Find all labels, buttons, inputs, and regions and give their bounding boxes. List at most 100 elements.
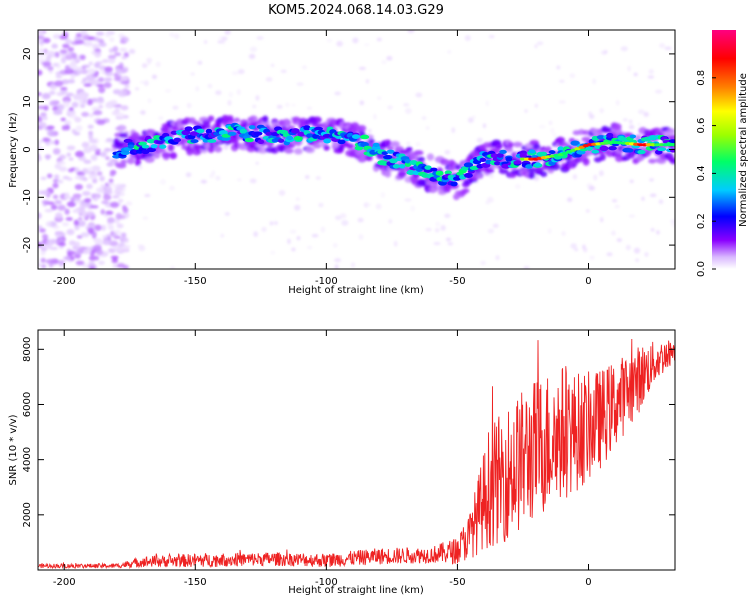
spectrogram-ridge-core (386, 149, 395, 154)
spectrogram-noise-blob (60, 56, 67, 64)
spectrogram-noise-blob (280, 69, 287, 73)
spectrogram-noise-blob (365, 202, 372, 207)
spectrogram-y-tick-label: -20 (22, 237, 33, 253)
spectrogram-noise-blob (523, 266, 528, 269)
spectrogram-noise-blob (74, 36, 81, 41)
spectrogram-noise-blob (334, 258, 342, 263)
spectrogram-noise-blob (85, 74, 95, 81)
spectrogram-noise-blob (377, 96, 382, 100)
spectrogram-noise-blob (476, 137, 483, 143)
snr-plot-area (38, 330, 675, 570)
spectrogram-noise-blob (40, 250, 46, 256)
spectrogram-noise-blob (53, 174, 60, 180)
spectrogram-noise-blob (95, 31, 105, 36)
spectrogram-ridge-core (383, 154, 393, 160)
spectrogram-ridge-halo (462, 188, 470, 194)
spectrogram-noise-blob (70, 196, 76, 203)
spectrogram-noise-blob (556, 65, 561, 70)
spectrogram-noise-blob (306, 245, 313, 250)
spectrogram-noise-blob (415, 142, 421, 147)
spectrogram-noise-blob (79, 103, 86, 108)
spectrogram-noise-blob (350, 262, 356, 268)
spectrogram-noise-blob (62, 222, 70, 227)
spectrogram-noise-blob (404, 198, 412, 202)
spectrogram-ridge-halo (634, 134, 642, 141)
spectrogram-noise-blob (79, 54, 86, 61)
spectrogram-noise-blob (406, 141, 411, 146)
spectrogram-noise-blob (224, 212, 230, 216)
spectrogram-x-axis-label: Height of straight line (km) (288, 285, 424, 296)
spectrogram-ridge-halo (540, 171, 548, 178)
spectrogram-ridge-halo (291, 116, 301, 122)
spectrogram-noise-blob (82, 262, 89, 269)
spectrogram-noise-blob (38, 116, 43, 123)
spectrogram-noise-blob (78, 98, 84, 105)
spectrogram-noise-blob (88, 261, 95, 265)
spectrogram-noise-blob (109, 101, 118, 106)
spectrogram-noise-blob (296, 82, 304, 86)
spectrogram-noise-blob (42, 233, 48, 240)
snr-y-ticks: 2000 4000 6000 8000 (22, 337, 675, 528)
spectrogram-ridge-halo (350, 122, 360, 130)
spectrogram-noise-blob (252, 104, 257, 109)
spectrogram-noise-blob (255, 161, 259, 165)
spectrogram-noise-blob (69, 255, 75, 261)
spectrogram-ridge-core (493, 161, 501, 166)
spectrogram-noise-blob (320, 226, 326, 233)
spectrogram-noise-blob (90, 154, 98, 161)
spectrogram-noise-blob (101, 200, 109, 205)
spectrogram-noise-blob (57, 179, 64, 184)
spectrogram-noise-blob (480, 260, 486, 265)
spectrogram-noise-blob (38, 262, 42, 267)
spectrogram-ridge-core (608, 146, 617, 151)
spectrogram-noise-blob (536, 41, 544, 46)
spectrogram-noise-blob (102, 186, 113, 193)
spectrogram-noise-blob (296, 235, 301, 241)
spectrogram-noise-blob (40, 257, 46, 263)
spectrogram-ridge-halo (262, 115, 269, 123)
spectrogram-noise-blob (278, 190, 286, 196)
spectrogram-noise-blob (98, 260, 105, 265)
spectrogram-noise-blob (68, 157, 74, 161)
spectrogram-noise-blob (291, 103, 296, 107)
spectrogram-ridge-halo (186, 149, 194, 156)
colorbar-tick-label: 0.0 (696, 261, 707, 277)
spectrogram-noise-blob (116, 262, 126, 269)
spectrogram-ridge-core (596, 135, 606, 140)
spectrogram-noise-blob (403, 103, 410, 107)
spectrogram-noise-blob (103, 194, 112, 201)
spectrogram-noise-blob (55, 75, 63, 79)
spectrogram-noise-blob (61, 79, 70, 85)
spectrogram-noise-blob (109, 173, 115, 177)
spectrogram-noise-blob (289, 229, 297, 234)
spectrogram-ridge-core (519, 152, 527, 158)
spectrogram-noise-blob (548, 120, 553, 125)
spectrogram-noise-blob (550, 127, 555, 134)
spectrogram-noise-blob (487, 228, 494, 234)
spectrogram-ridge-halo (144, 156, 155, 163)
spectrogram-noise-blob (588, 185, 596, 191)
spectrogram-ridge-core (606, 132, 614, 138)
spectrogram-noise-blob (112, 232, 118, 238)
spectrogram-noise-blob (115, 212, 122, 220)
spectrogram-noise-blob (85, 40, 93, 47)
spectrogram-y-axis-label: Frequency (Hz) (8, 112, 19, 188)
spectrogram-noise-blob (95, 248, 104, 256)
spectrogram-noise-blob (574, 248, 579, 252)
spectrogram-noise-blob (88, 36, 96, 41)
spectrogram-noise-blob (495, 255, 500, 261)
spectrogram-ridge-core (306, 133, 314, 138)
spectrogram-noise-blob (644, 252, 649, 257)
spectrogram-ridge-core (190, 139, 199, 144)
spectrogram-noise-blob (42, 37, 51, 44)
spectrogram-noise-blob (119, 76, 128, 82)
spectrogram-noise-blob (336, 40, 343, 47)
spectrogram-noise-blob (38, 155, 42, 162)
spectrogram-ridge-halo (528, 172, 536, 179)
spectrogram-noise-blob (51, 43, 58, 49)
spectrogram-noise-blob (42, 61, 52, 67)
spectrogram-noise-blob (108, 222, 114, 229)
spectrogram-noise-blob (606, 252, 613, 257)
spectrogram-ridge-core (381, 151, 389, 156)
